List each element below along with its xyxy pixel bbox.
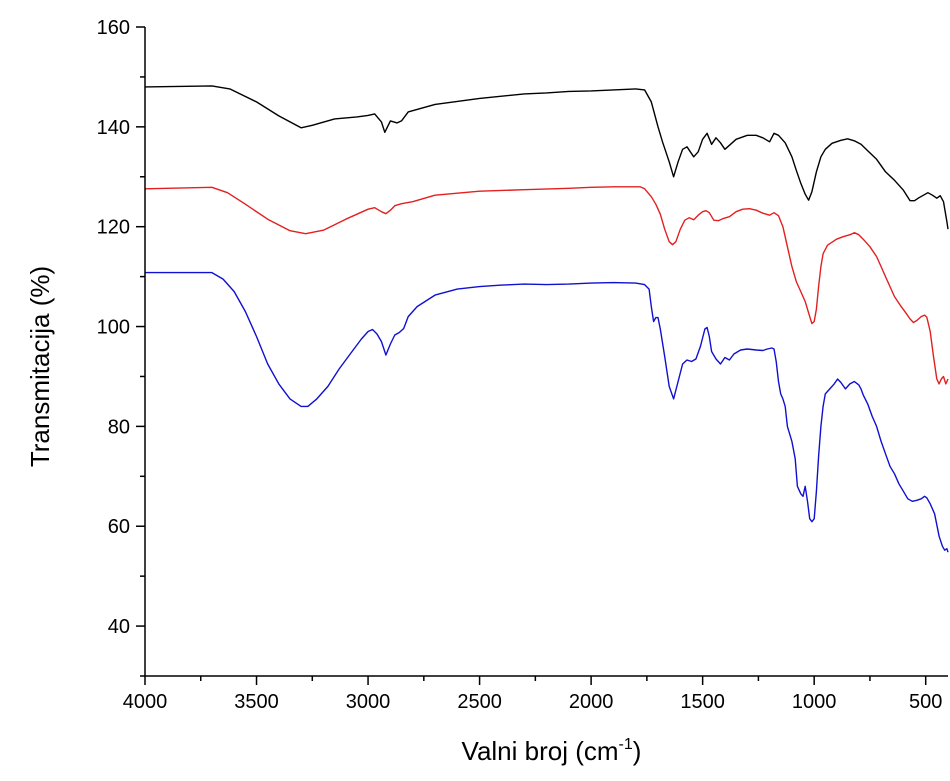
y-tick-label: 60 — [108, 516, 130, 538]
x-tick-label: 3500 — [234, 691, 279, 713]
x-tick-label: 2000 — [569, 691, 614, 713]
y-tick-label: 160 — [97, 17, 130, 39]
spectrum-line-1 — [144, 85, 949, 230]
x-tick-label: 500 — [909, 691, 942, 713]
x-ticks: 4000 3500 3000 2500 2000 1500 1000 500 — [123, 676, 942, 713]
x-tick-label: 3000 — [346, 691, 391, 713]
x-tick-label: 2500 — [457, 691, 502, 713]
x-tick-label: 4000 — [123, 691, 168, 713]
plot-lines — [144, 85, 949, 553]
x-axis-title-superscript: -1 — [619, 736, 633, 753]
x-tick-label: 1500 — [680, 691, 725, 713]
y-tick-label: 120 — [97, 217, 130, 239]
x-axis-title: Valni broj (cm-1) — [462, 736, 642, 766]
x-tick-label: 1000 — [792, 691, 837, 713]
y-tick-label: 40 — [108, 616, 130, 638]
y-tick-label: 80 — [108, 416, 130, 438]
x-axis-title-suffix: ) — [633, 736, 642, 766]
spectrum-line-3 — [145, 271, 949, 553]
y-ticks: 40 60 80 100 120 140 160 — [97, 17, 145, 677]
y-tick-label: 100 — [97, 317, 130, 339]
x-axis-title-main: Valni broj (cm — [462, 736, 619, 766]
axes — [144, 27, 948, 677]
spectrum-line-2 — [144, 186, 949, 385]
y-axis-title: Transmitacija (%) — [25, 266, 55, 467]
y-tick-label: 140 — [97, 117, 130, 139]
